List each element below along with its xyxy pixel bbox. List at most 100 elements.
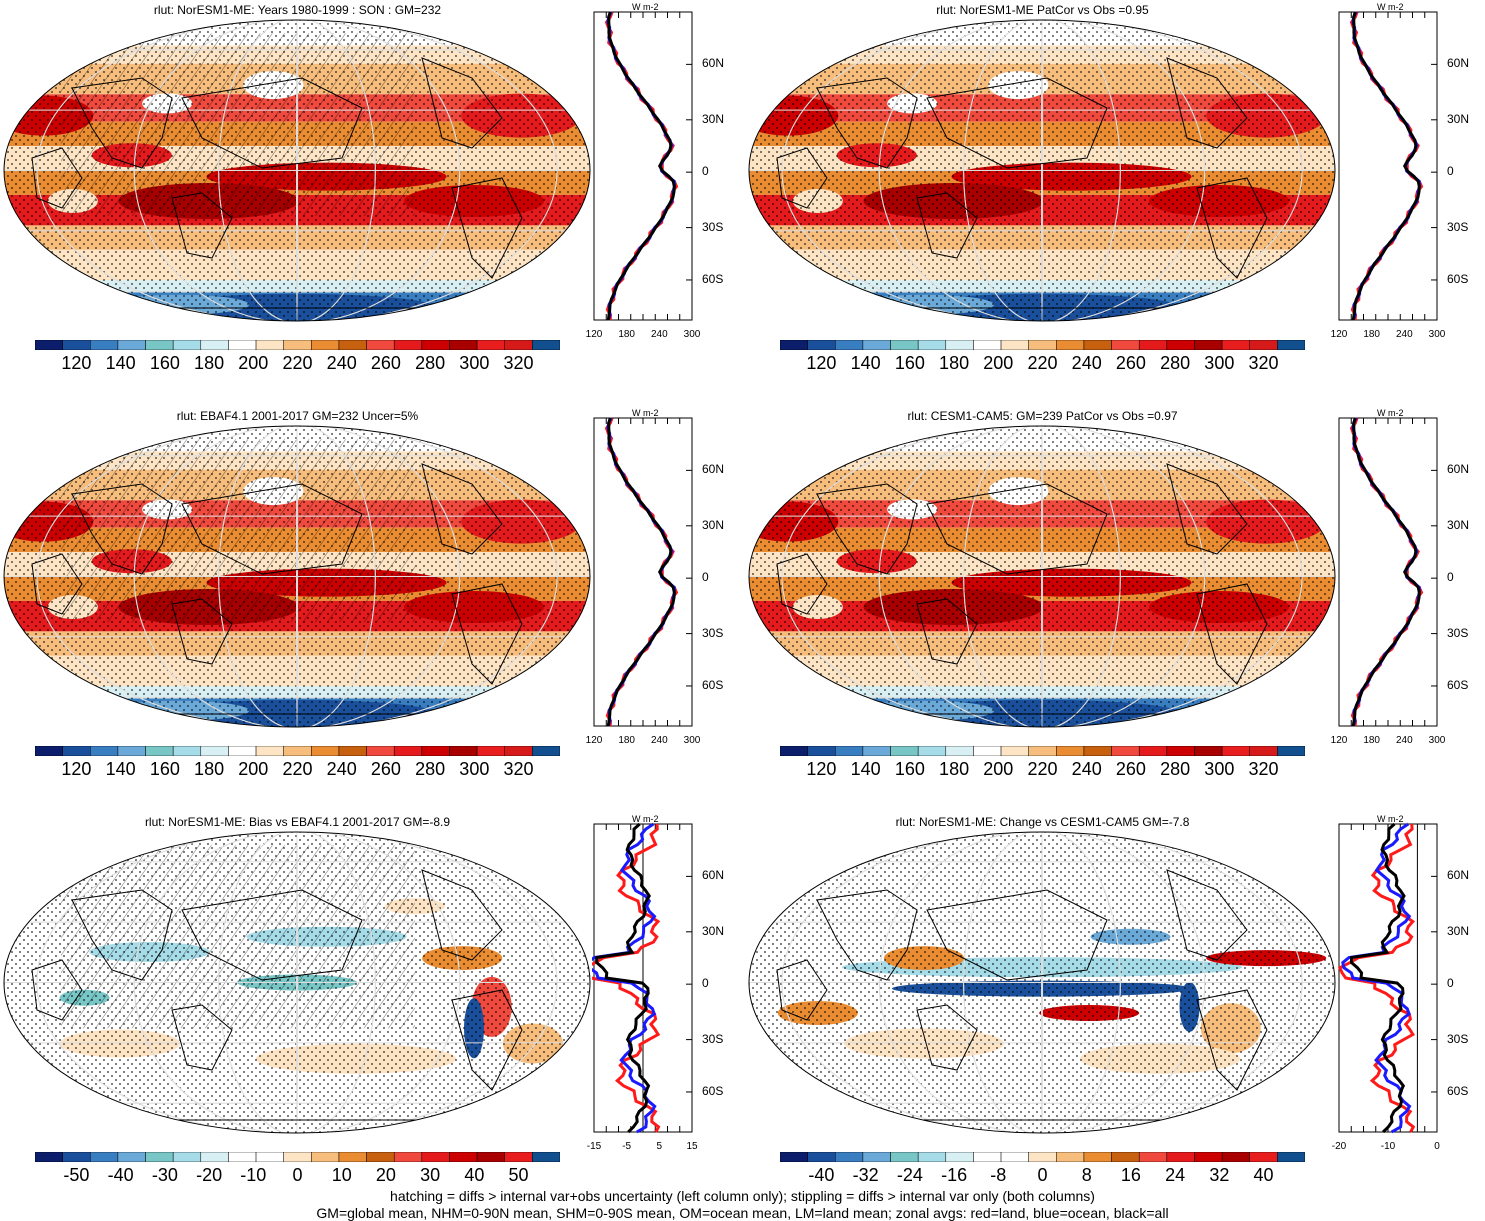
zonal-mean-profile (1338, 11, 1438, 321)
latitude-tick-label: 0 (702, 976, 709, 991)
colorbar-tick-label: 200 (238, 353, 269, 373)
colorbar-tick-label: -30 (151, 1165, 178, 1185)
colorbar-tick-label: 280 (1160, 759, 1191, 779)
colorbar-swatch (807, 746, 836, 756)
profile-x-tick-label: 300 (1428, 735, 1446, 746)
colorbar-swatch (917, 1152, 947, 1162)
latitude-tick-label: 30N (702, 923, 725, 938)
colorbar-tick-label: 140 (105, 759, 136, 779)
coastline (71, 889, 173, 981)
coastline (816, 889, 918, 981)
coastline (181, 77, 363, 169)
footer-line-1: hatching = diffs > internal var+obs unce… (390, 1188, 1095, 1204)
colorbar-swatch (780, 746, 808, 756)
latitude-tick-label: 30N (702, 517, 725, 532)
colorbar-swatch (504, 746, 533, 756)
latitude-tick-label: 30N (1447, 111, 1470, 126)
colorbar-swatch (532, 746, 560, 756)
colorbar-swatch (890, 340, 919, 350)
latitude-tick-label: 60N (1447, 56, 1470, 71)
colorbar-swatch (945, 1152, 974, 1162)
coastline (421, 57, 503, 149)
panel-bias-map: rlut: NorESM1-ME: Bias vs EBAF4.1 2001-2… (0, 812, 740, 1192)
profile-x-tick-label: 240 (650, 735, 668, 746)
colorbar-swatch (476, 1152, 505, 1162)
colorbar (780, 746, 1305, 756)
colorbar-swatch (200, 746, 229, 756)
profile-x-tick-label: -15 (586, 1141, 602, 1152)
latitude-tick-label: 30S (1447, 219, 1469, 234)
latitude-tick-label: 30N (1447, 923, 1470, 938)
latitude-tick-label: 0 (702, 570, 709, 585)
robinson-map (748, 425, 1336, 728)
colorbar-swatch (780, 1152, 808, 1162)
colorbar-swatch (780, 340, 808, 350)
profile-x-tick-label: 240 (1395, 735, 1413, 746)
profile-x-tick-label: 15 (686, 1141, 698, 1152)
profile-x-tick-label: 120 (1330, 735, 1348, 746)
latitude-tick-label: 60N (702, 462, 725, 477)
colorbar-swatch (532, 1152, 560, 1162)
colorbar-swatch (90, 1152, 119, 1162)
colorbar-swatch (1083, 340, 1112, 350)
colorbar-swatch (172, 1152, 202, 1162)
coastline (171, 1004, 233, 1071)
colorbar-swatch (862, 746, 891, 756)
colorbar-swatch (1028, 746, 1057, 756)
colorbar-tick-label: 30 (420, 1165, 441, 1185)
robinson-map (3, 19, 591, 322)
colorbar-swatch (1221, 746, 1250, 756)
colorbar-swatch (1194, 1152, 1223, 1162)
colorbar-swatch (421, 1152, 450, 1162)
colorbar-tick-label: 220 (1027, 759, 1058, 779)
colorbar-swatch (1166, 340, 1195, 350)
colorbar-swatch (1221, 1152, 1250, 1162)
colorbar-tick-label: 260 (370, 353, 401, 373)
colorbar-tick-label: 40 (1253, 1165, 1274, 1185)
colorbar-tick-label: 260 (1115, 353, 1146, 373)
colorbar-tick-label: -50 (63, 1165, 90, 1185)
coastline (1196, 583, 1268, 685)
robinson-map (3, 425, 591, 728)
profile-x-tick-label: 240 (1395, 329, 1413, 340)
colorbar-tick-label: 300 (459, 759, 490, 779)
colorbar-swatch (145, 340, 174, 350)
colorbar-swatch (172, 746, 202, 756)
colorbar-swatch (945, 746, 974, 756)
panel-title: rlut: EBAF4.1 2001-2017 GM=232 Uncer=5% (176, 409, 419, 423)
colorbar-swatch (1028, 340, 1057, 350)
latitude-tick-label: 60N (1447, 868, 1470, 883)
coastline (926, 77, 1108, 169)
colorbar-swatch (1249, 1152, 1278, 1162)
latitude-tick-label: 60S (702, 677, 724, 692)
profile-line-land (592, 823, 661, 1133)
colorbar-swatch (945, 340, 974, 350)
colorbar-tick-label: 32 (1209, 1165, 1230, 1185)
coastline (31, 147, 83, 209)
colorbar-swatch (421, 340, 450, 350)
colorbar-swatch (35, 340, 63, 350)
colorbar-tick-label: 320 (1248, 353, 1279, 373)
latitude-tick-label: 0 (1447, 976, 1454, 991)
colorbar-swatch (1000, 340, 1029, 350)
hatching-region (61, 33, 415, 217)
latitude-tick-label: 30S (702, 625, 724, 640)
colorbar-swatch (283, 1152, 312, 1162)
colorbar-tick-label: 180 (194, 759, 225, 779)
colorbar-swatch (366, 340, 395, 350)
profile-x-tick-label: 180 (1363, 329, 1380, 340)
map-field-blob (1259, 426, 1320, 444)
colorbar-swatch (1056, 746, 1085, 756)
latitude-tick-label: 60S (1447, 271, 1469, 286)
colorbar-swatch (1000, 1152, 1029, 1162)
colorbar-tick-label: -32 (852, 1165, 879, 1185)
zonal-mean-profile (593, 417, 693, 727)
colorbar-swatch (807, 1152, 836, 1162)
colorbar (35, 1152, 560, 1162)
panel-title: rlut: NorESM1-ME: Change vs CESM1-CAM5 G… (895, 815, 1190, 829)
coastline (31, 553, 83, 615)
colorbar-swatch (1166, 746, 1195, 756)
colorbar-tick-label: -24 (896, 1165, 923, 1185)
footer-line-2: GM=global mean, NHM=0-90N mean, SHM=0-90… (316, 1205, 1169, 1221)
latitude-tick-label: 30N (702, 111, 725, 126)
